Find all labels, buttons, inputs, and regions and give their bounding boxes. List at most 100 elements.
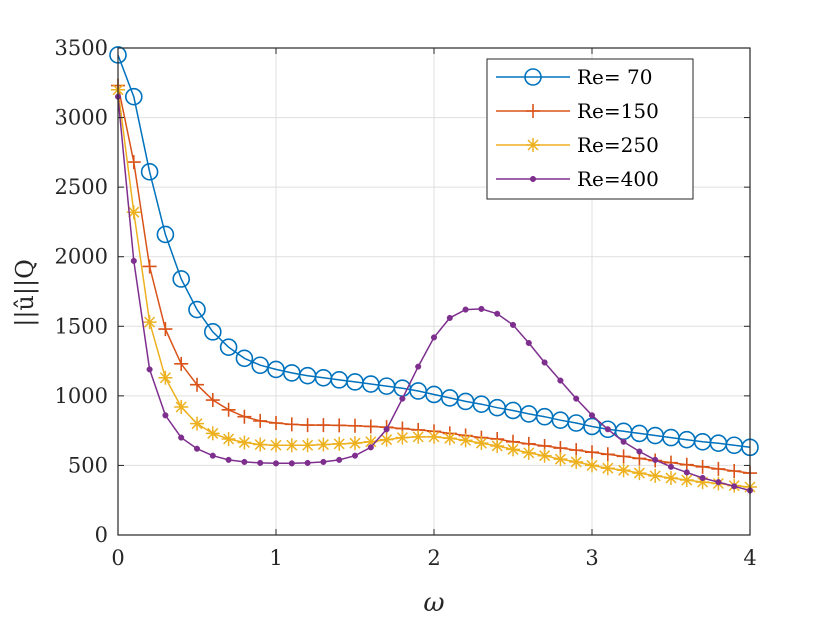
data-point (336, 456, 343, 463)
data-point (506, 442, 520, 457)
data-point (695, 475, 710, 490)
data-point (521, 445, 536, 460)
data-point (616, 463, 631, 478)
data-point (526, 104, 540, 118)
x-tick-label: 4 (743, 546, 756, 570)
data-point (679, 473, 694, 488)
data-point (585, 458, 599, 473)
marker-dot (494, 310, 501, 317)
marker-dot (604, 426, 611, 433)
data-point (219, 338, 238, 356)
data-point (253, 437, 268, 452)
marker-dot (557, 377, 564, 384)
marker-asterisk (632, 466, 647, 481)
marker-asterisk (237, 435, 252, 450)
marker-plus (269, 415, 283, 430)
marker-asterisk (648, 468, 663, 483)
data-point (379, 432, 394, 447)
marker-dot (667, 463, 675, 470)
y-tick-label: 3000 (55, 106, 108, 130)
marker-plus (616, 449, 631, 464)
data-point (190, 377, 204, 392)
marker-asterisk (664, 470, 678, 485)
legend-item: Re=250 (496, 133, 659, 157)
marker-dot (415, 363, 422, 370)
data-point (474, 436, 489, 451)
marker-asterisk (126, 205, 141, 220)
y-tick-label: 1500 (55, 314, 108, 338)
marker-plus (300, 418, 315, 433)
data-point (652, 456, 659, 463)
data-point (363, 419, 378, 434)
marker-plus (253, 413, 268, 428)
data-point (204, 323, 222, 341)
marker-dot (209, 452, 216, 459)
marker-plus (126, 155, 141, 170)
marker-asterisk (679, 473, 694, 488)
marker-plus (158, 322, 173, 337)
x-tick-label: 3 (585, 546, 598, 570)
data-point (300, 438, 315, 453)
data-point (209, 452, 216, 459)
data-point (600, 461, 615, 476)
marker-asterisk (221, 431, 236, 446)
marker-dot (573, 395, 580, 402)
marker-circle (524, 68, 542, 86)
marker-asterisk (190, 416, 204, 431)
legend-label: Re=250 (577, 133, 659, 157)
data-point (731, 483, 738, 490)
marker-dot (336, 456, 343, 463)
data-point (620, 438, 627, 445)
data-point (524, 68, 542, 86)
data-point (193, 445, 201, 452)
data-point (316, 418, 331, 433)
ticks: 0 1 2 3 4 0 500 1000 1500 2000 2500 3000 3500 (55, 36, 757, 570)
data-point (205, 426, 220, 441)
marker-dot (162, 412, 169, 419)
legend-label: Re=150 (577, 99, 659, 123)
data-point (664, 470, 678, 485)
x-tick-label: 1 (269, 546, 282, 570)
data-point (251, 356, 270, 375)
data-point (257, 459, 264, 466)
data-point (529, 175, 537, 183)
marker-asterisk (474, 436, 489, 451)
x-tick-label: 0 (111, 546, 124, 570)
data-point (462, 306, 469, 313)
data-point (272, 460, 280, 467)
data-point (237, 409, 252, 424)
marker-asterisk (537, 448, 552, 463)
marker-asterisk (442, 431, 457, 446)
marker-circle (219, 338, 238, 356)
data-point (695, 459, 710, 474)
data-point (395, 430, 410, 445)
marker-dot (509, 321, 517, 328)
data-point (156, 225, 175, 244)
legend: Re= 70 Re=150 Re=250 Re=400 (486, 58, 694, 200)
marker-dot (588, 412, 596, 419)
marker-plus (237, 409, 252, 424)
legend-label: Re=400 (577, 167, 659, 191)
data-point (158, 370, 173, 385)
data-point (604, 426, 611, 433)
marker-asterisk (506, 442, 520, 457)
marker-plus (316, 418, 331, 433)
marker-plus (174, 356, 189, 371)
data-point (237, 435, 252, 450)
data-point (225, 456, 232, 463)
data-point (320, 458, 327, 466)
data-point (526, 138, 540, 152)
marker-plus (585, 445, 599, 460)
marker-plus (142, 259, 157, 274)
marker-dot (257, 459, 264, 466)
data-point (284, 417, 299, 432)
data-point (304, 459, 311, 466)
marker-asterisk (395, 430, 410, 445)
data-point (490, 438, 505, 453)
marker-plus (363, 419, 378, 434)
marker-dot (683, 469, 690, 476)
data-point (699, 474, 706, 482)
data-point (683, 469, 690, 476)
marker-plus (332, 418, 347, 433)
